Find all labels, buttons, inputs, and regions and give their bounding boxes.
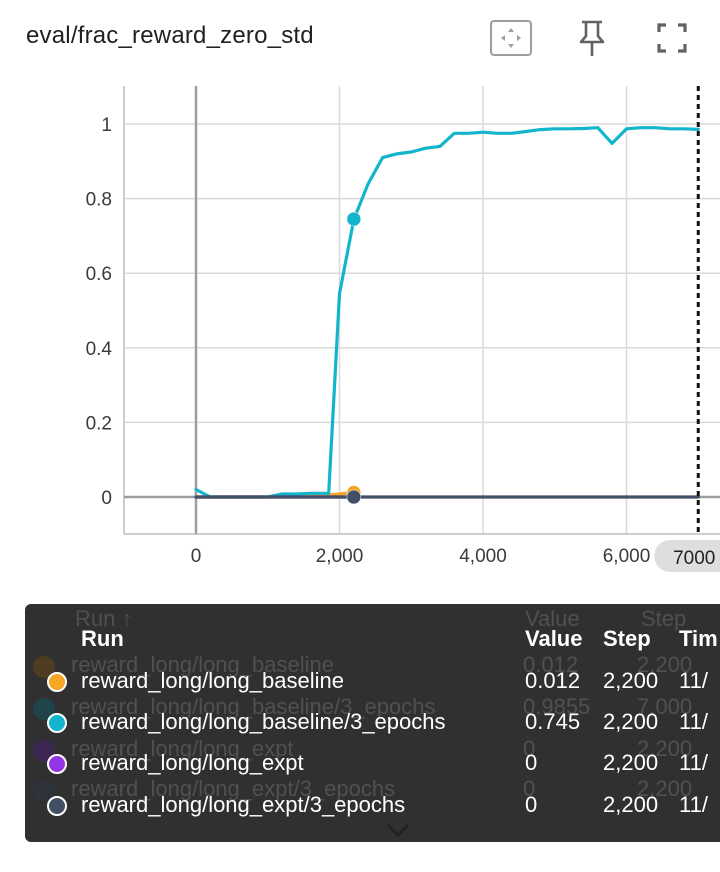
ghost-header-step: Step [641, 606, 687, 631]
row-value: 0 [525, 750, 538, 775]
x-tick-label: 6,000 [603, 546, 651, 567]
line-chart[interactable]: 0 0.2 0.4 0.6 0.8 1 0 2,000 4,000 6,000 7000 [0, 0, 720, 600]
header-value: Value [525, 626, 583, 651]
y-tick-label: 1 [101, 115, 112, 136]
row-value: 0.012 [525, 668, 581, 693]
y-tick-label: 0.8 [86, 190, 112, 211]
series-swatch [47, 796, 67, 816]
row-run: reward_long/long_expt [81, 750, 304, 775]
chevron-down-icon[interactable] [385, 822, 411, 838]
hover-marker [346, 489, 362, 505]
hover-marker [346, 211, 362, 227]
header-run: Run [81, 626, 124, 651]
fullscreen-icon [657, 23, 687, 53]
ghost-row-step: 7,000 [637, 694, 693, 719]
ghost-row-run: reward_long/long_baseline [71, 652, 334, 677]
row-step: 2,200 [603, 709, 659, 734]
row-run: reward_long/long_expt/3_epochs [81, 792, 406, 817]
row-step: 2,200 [603, 792, 659, 817]
fit-domain-icon [490, 20, 532, 56]
row-run: reward_long/long_baseline [81, 668, 344, 693]
ghost-row-value: 0.9855 [523, 694, 591, 719]
row-step: 2,200 [603, 668, 659, 693]
ghost-row-step: 2,200 [637, 652, 693, 677]
ghost-row-step: 2,200 [637, 776, 693, 801]
series-swatch [47, 754, 67, 774]
y-tick-label: 0.4 [86, 339, 113, 360]
fit-domain-button[interactable] [489, 18, 533, 58]
y-tick-label: 0 [101, 488, 112, 509]
tooltip-row: reward_long/long_expt 0 2,200 11/ [25, 744, 720, 784]
row-value: 0 [525, 792, 538, 817]
x-tick-label: 0 [191, 546, 202, 567]
header-time: Tim [679, 626, 718, 651]
y-tick-label: 0.2 [86, 413, 112, 434]
chart-title: eval/frac_reward_zero_std [26, 22, 314, 49]
x-tick-label: 4,000 [459, 546, 507, 567]
x-tick-label: 2,000 [316, 546, 364, 567]
ghost-swatch [33, 656, 55, 678]
ghost-row-run: reward_long/long_expt [71, 736, 294, 761]
ghost-row-value: 0 [523, 736, 536, 761]
ghost-row-run: reward_long/long_baseline/3_epochs [71, 694, 436, 719]
tooltip-row: reward_long/long_baseline 0.012 2,200 11… [25, 662, 720, 702]
header-step: Step [603, 626, 651, 651]
ghost-row-value: 0.012 [523, 652, 579, 677]
fullscreen-button[interactable] [650, 18, 694, 58]
row-time: 11/ [679, 750, 708, 775]
row-time: 11/ [679, 792, 708, 817]
series-swatch [47, 713, 67, 733]
hover-step-label: 7000 [673, 548, 715, 569]
ghost-row-run: reward_long/long_expt/3_epochs [71, 776, 396, 801]
hover-step-tag: 7000 [654, 540, 720, 572]
pin-icon [579, 20, 605, 56]
series-swatch [47, 672, 67, 692]
row-run: reward_long/long_baseline/3_epochs [81, 709, 446, 734]
tooltip-row: reward_long/long_expt/3_epochs 0 2,200 1… [25, 786, 720, 826]
ghost-header-value: Value [525, 606, 580, 631]
ghost-header-run: Run ↑ [75, 606, 133, 631]
ghost-row-step: 2,200 [637, 736, 693, 761]
row-time: 11/ [679, 668, 708, 693]
ghost-row-value: 0 [523, 776, 536, 801]
y-tick-label: 0.6 [86, 264, 112, 285]
row-value: 0.745 [525, 709, 581, 734]
tooltip-row: reward_long/long_baseline/3_epochs 0.745… [25, 703, 720, 743]
tooltip-panel: Run ↑ Value Step reward_long/long_baseli… [25, 604, 720, 842]
series-line [194, 126, 700, 499]
ghost-swatch [33, 780, 55, 802]
pin-button[interactable] [570, 18, 614, 58]
row-time: 11/ [679, 709, 708, 734]
row-step: 2,200 [603, 750, 659, 775]
